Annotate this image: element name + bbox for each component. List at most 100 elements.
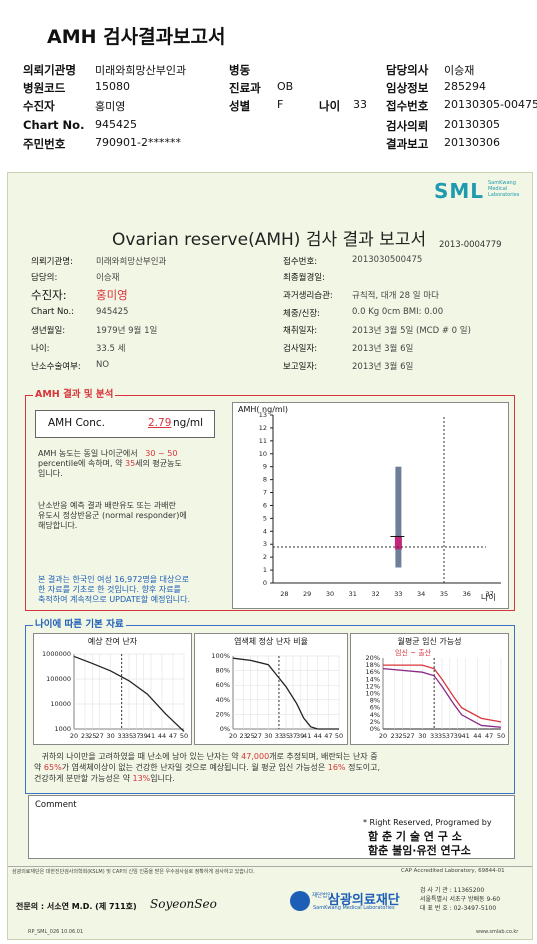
y-tick-label: 1000000 (42, 650, 71, 658)
scanned-report: SML SamKwang Medical Laboratories Ovarian … (7, 172, 533, 940)
amh-conc-value: 2.79 (148, 417, 172, 429)
y-tick-label: 14% (366, 675, 380, 683)
y-tick-label: 12 (259, 424, 267, 432)
website: www.smlab.co.kr (476, 929, 519, 935)
cap-accreditation: CAP Accredited Laboratory, 69844-01 (401, 868, 505, 874)
normal-egg-ratio-chart: 염색체 정상 난자 비율 20 23 25 27 30 33 35 37 39 41 44 47 50 1… (194, 633, 348, 745)
amh-conc-label: AMH Conc. (48, 417, 105, 429)
y-tick-label: 60% (216, 681, 230, 689)
header-field-value: 790901-2****** (95, 136, 181, 149)
header-field-label: 성별 (229, 99, 251, 113)
x-tick-label: 20 (70, 732, 78, 740)
x-tick-label: 33 (275, 732, 283, 740)
patient-field-value: NO (96, 360, 110, 370)
y-tick-label: 2 (263, 553, 267, 561)
x-tick-label: 50 (497, 732, 505, 740)
x-tick-label: 39 (140, 732, 148, 740)
amh-section-title: AMH 결과 및 분석 (33, 386, 116, 400)
y-tick-label: 5 (263, 514, 267, 522)
report-field-label: 체중/신장: (283, 309, 321, 319)
report-title: Ovarian reserve(AMH) 검사 결과 보고서 (112, 230, 427, 250)
report-field-value: 규칙적, 대개 28 일 마다 (352, 291, 439, 301)
report-field-value: 2013년 3월 5일 (MCD # 0 일) (352, 326, 471, 336)
x-tick-label: 35 (440, 590, 448, 598)
org-name-1: 함 춘 기 술 연 구 소 (368, 830, 462, 843)
amh-conc-unit: ng/ml (173, 417, 204, 429)
x-tick-label: 33 (394, 590, 402, 598)
y-tick-label: 18% (366, 661, 380, 669)
y-tick-label: 0% (220, 725, 230, 733)
x-tick-label: 37 (132, 732, 140, 740)
y-tick-label: 9 (263, 463, 267, 471)
normal-egg-ratio-title: 염색체 정상 난자 비율 (234, 637, 308, 646)
y-tick-label: 11 (259, 437, 267, 445)
patient-field-label: 수진자: (31, 288, 67, 302)
header-field-value: 15080 (95, 80, 130, 93)
report-field-value: 2013030500475 (352, 255, 423, 265)
y-tick-label: 16% (366, 668, 380, 676)
comment-box: Comment (28, 795, 515, 859)
pregnancy-series-line (383, 664, 502, 723)
y-tick-label: 10% (366, 690, 380, 698)
patient-field-value: 홍미영 (96, 288, 128, 302)
x-tick-label: 23 (81, 732, 89, 740)
y-tick-label: 6 (263, 501, 267, 509)
header-field-label: 검사의뢰 (386, 119, 429, 133)
remaining-eggs-title: 예상 잔여 난자 (87, 637, 138, 646)
x-tick-label: 31 (349, 590, 357, 598)
header-field-label: 진료과 (229, 81, 261, 95)
form-code: RP_SML_026 10.06.01 (28, 929, 84, 935)
y-tick-label: 0% (370, 725, 380, 733)
patient-field-label: Chart No.: (31, 307, 75, 317)
x-tick-label: 47 (485, 732, 493, 740)
y-tick-label: 40% (216, 696, 230, 704)
x-tick-label: 30 (264, 732, 272, 740)
y-tick-label: 10 (259, 450, 267, 458)
y-tick-label: 8% (370, 697, 380, 705)
x-tick-label: 37 (485, 590, 493, 598)
y-tick-label: 4 (263, 527, 267, 535)
sml-logo: SML (434, 179, 485, 203)
x-tick-label: 47 (169, 732, 177, 740)
header-field-label: Chart No. (23, 118, 85, 132)
comment-label: Comment (35, 800, 77, 810)
x-tick-label: 35 (125, 732, 133, 740)
age-section-title: 나이에 따른 기본 자료 (33, 616, 126, 630)
y-tick-label: 100000 (46, 675, 71, 683)
x-tick-label: 33 (118, 732, 126, 740)
report-field-label: 검사일자: (283, 344, 318, 354)
amh-age-chart: AMH( ng/ml) 0 1 2 3 4 5 6 7 8 9 10 11 12 13 28 29 30 31 32… (232, 402, 509, 609)
x-tick-label: 20 (229, 732, 237, 740)
remaining-eggs-svg: 20 23 25 27 30 33 35 37 39 41 44 47 50 1000000 100000 1… (42, 650, 188, 740)
report-field-label: 채취일자: (283, 326, 318, 336)
x-tick-label: 44 (314, 732, 322, 740)
ovarian-response-text: 난소반응 예측 결과 배란유도 또는 과배란 유도시 정상반응군 (normal… (38, 501, 187, 530)
x-tick-label: 27 (96, 732, 104, 740)
x-tick-label: 30 (326, 590, 334, 598)
y-tick-label: 12% (366, 682, 380, 690)
x-tick-label: 41 (461, 732, 469, 740)
x-tick-label: 35 (282, 732, 290, 740)
header-field-label: 결과보고 (386, 137, 429, 151)
x-tick-label: 27 (254, 732, 262, 740)
report-field-value: 2013년 3월 6일 (352, 344, 414, 354)
y-tick-label: 0 (263, 579, 267, 587)
amh-chart-ylabel: AMH( ng/ml) (238, 405, 289, 414)
y-tick-label: 8 (263, 476, 267, 484)
patient-field-label: 나이: (31, 344, 50, 354)
x-tick-label: 23 (391, 732, 399, 740)
y-tick-label: 100% (211, 652, 230, 660)
header-field-value: 285294 (444, 80, 486, 93)
x-tick-label: 29 (303, 590, 311, 598)
rights-text: * Right Reserved, Programed by (363, 818, 492, 827)
x-tick-label: 28 (280, 590, 288, 598)
header-field-value: 945425 (95, 118, 137, 131)
x-tick-label: 25 (247, 732, 255, 740)
foundation-name: 삼광의료재단 (328, 893, 400, 908)
footnote-text: 삼광의료재단은 대한진단검사의학회(KSLM) 및 CAP의 신임 인증을 받은… (12, 869, 255, 875)
age-label: 나이 (319, 99, 341, 113)
x-tick-label: 27 (406, 732, 414, 740)
x-tick-label: 23 (239, 732, 247, 740)
header-field-value: 20130306 (444, 136, 500, 149)
